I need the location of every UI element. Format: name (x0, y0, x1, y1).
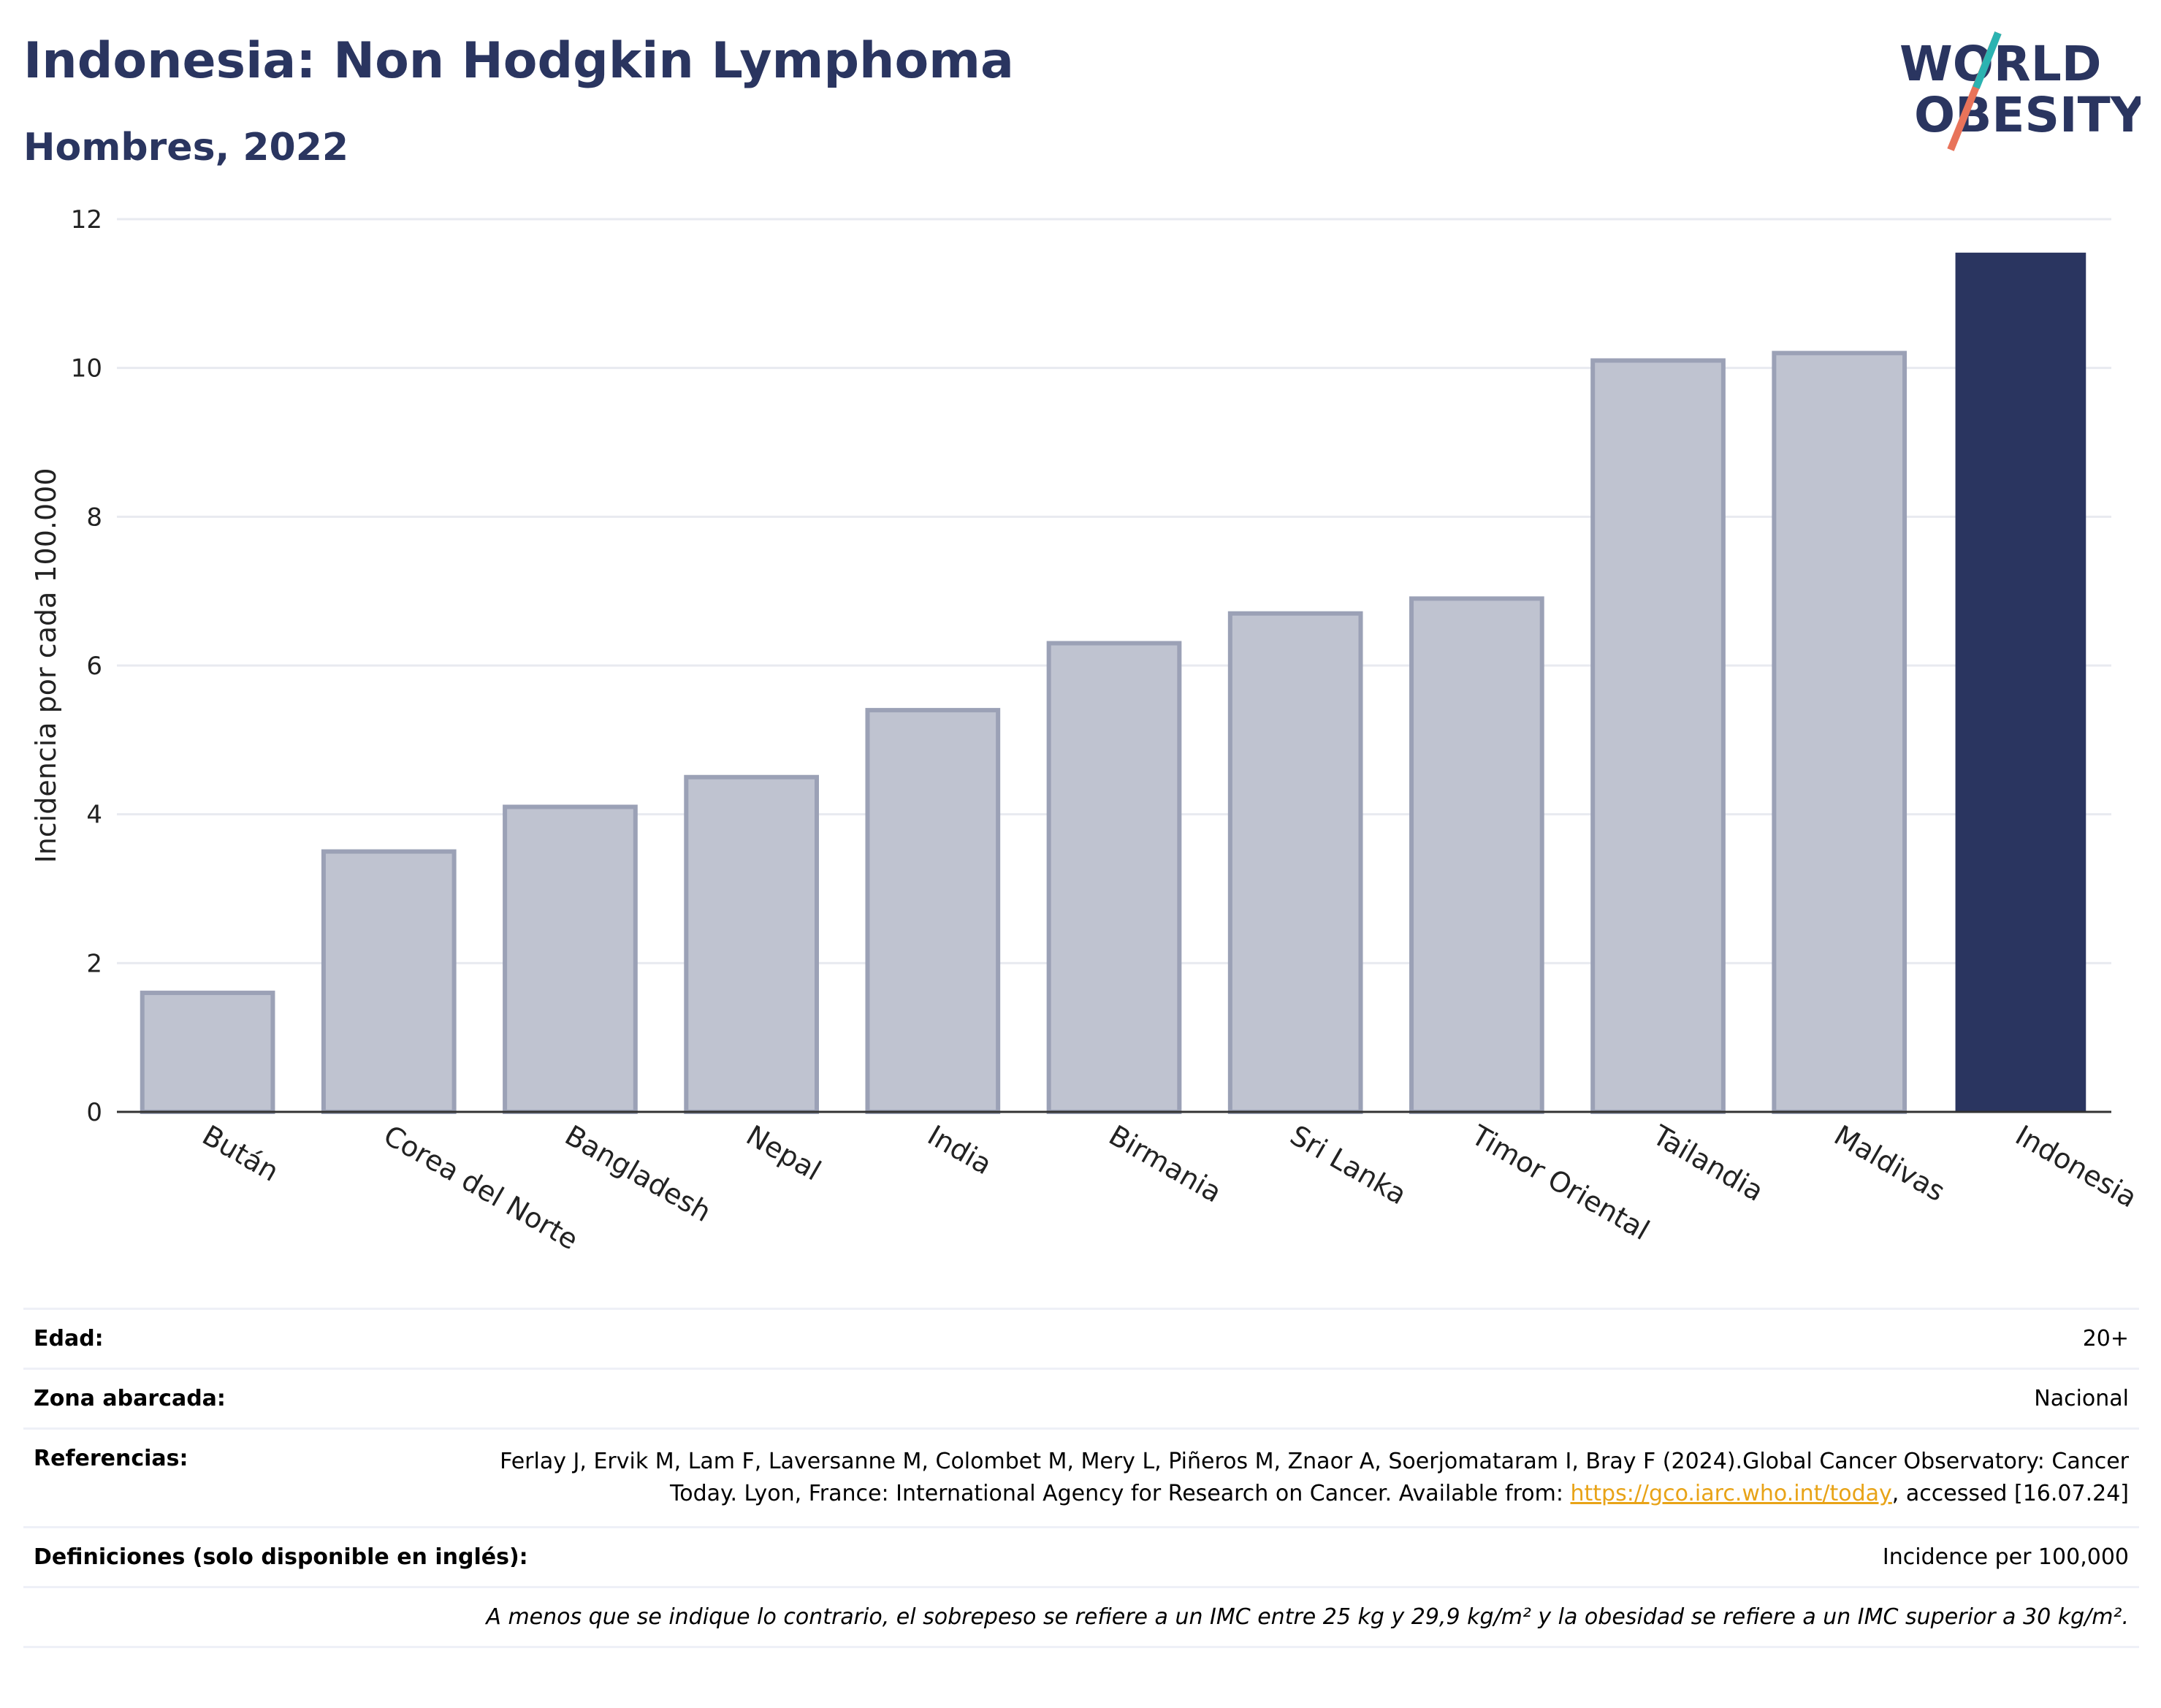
y-tick-label: 0 (86, 1098, 102, 1127)
bar-india (865, 708, 1001, 1114)
bar-timor-oriental (1409, 596, 1544, 1114)
bar-sri-lanka (1227, 611, 1363, 1114)
bar-maldivas (1772, 351, 1907, 1114)
y-tick-label: 6 (86, 652, 102, 681)
y-tick-label: 4 (86, 801, 102, 830)
age-value: 20+ (2082, 1326, 2129, 1351)
world-obesity-logo: WORLD OBESITY (1899, 31, 2141, 151)
definitions-value: Incidence per 100,000 (1882, 1544, 2129, 1570)
info-row-references: Referencias: Ferlay J, Ervik M, Lam F, L… (23, 1427, 2139, 1526)
logo-slash-teal (1973, 31, 2002, 89)
y-tick-label: 8 (86, 503, 102, 532)
x-tick-label: India (922, 1119, 997, 1181)
x-tick-label: Indonesia (2010, 1119, 2142, 1214)
y-tick-label: 12 (71, 205, 102, 235)
y-axis-title: Incidencia por cada 100.000 (30, 468, 62, 863)
x-tick-label: Corea del Norte (378, 1119, 584, 1257)
chart-subtitle: Hombres, 2022 (23, 126, 349, 169)
area-value: Nacional (2034, 1386, 2129, 1411)
x-tick-label: Birmania (1104, 1119, 1227, 1209)
bar-nepal (684, 774, 819, 1114)
obesity-definition-note: A menos que se indique lo contrario, el … (486, 1604, 2129, 1630)
bar-bangladesh (503, 804, 638, 1114)
references-label: Referencias: (34, 1446, 188, 1471)
bar-tailandia (1590, 358, 1726, 1115)
references-value: Ferlay J, Ervik M, Lam F, Laversanne M, … (434, 1446, 2129, 1510)
age-label: Edad: (34, 1326, 104, 1351)
info-table: Edad: 20+ Zona abarcada: Nacional Refere… (23, 1308, 2139, 1648)
info-row-area: Zona abarcada: Nacional (23, 1368, 2139, 1427)
bar-chart: 0 2 4 6 8 10 12 Incidencia por cada 100.000 Butá… (30, 205, 2143, 1257)
info-row-note: A menos que se indique lo contrario, el … (23, 1586, 2139, 1648)
references-link[interactable]: https://gco.iarc.who.int/today (1570, 1481, 1892, 1506)
info-row-definitions: Definiciones (solo disponible en inglés)… (23, 1526, 2139, 1586)
references-text-2: , accessed [16.07.24] (1891, 1481, 2129, 1506)
x-tick-label: Timor Oriental (1466, 1118, 1655, 1246)
y-tick-label: 10 (71, 354, 102, 384)
definitions-label: Definiciones (solo disponible en inglés)… (34, 1544, 528, 1570)
info-row-age: Edad: 20+ (23, 1308, 2139, 1368)
area-label: Zona abarcada: (34, 1386, 226, 1411)
x-tick-label: Bután (197, 1119, 284, 1188)
x-tick-label: Tailandia (1647, 1118, 1769, 1208)
bar-bután (140, 991, 275, 1114)
bar-corea-del-norte (321, 849, 457, 1115)
logo-line2: OBESITY (1914, 87, 2141, 143)
y-tick-label: 2 (86, 949, 102, 978)
chart-title: Indonesia: Non Hodgkin Lymphoma (23, 32, 1014, 90)
logo-line1: WORLD (1899, 36, 2102, 92)
x-tick-label: Maldivas (1829, 1119, 1951, 1208)
x-tick-label: Sri Lanka (1285, 1119, 1412, 1211)
bar-birmania (1046, 641, 1182, 1114)
x-tick-label: Bangladesh (560, 1119, 717, 1229)
x-tick-label: Nepal (741, 1119, 826, 1187)
bar-indonesia (1955, 252, 2086, 1113)
references-text-1: Ferlay J, Ervik M, Lam F, Laversanne M, … (500, 1449, 2129, 1506)
